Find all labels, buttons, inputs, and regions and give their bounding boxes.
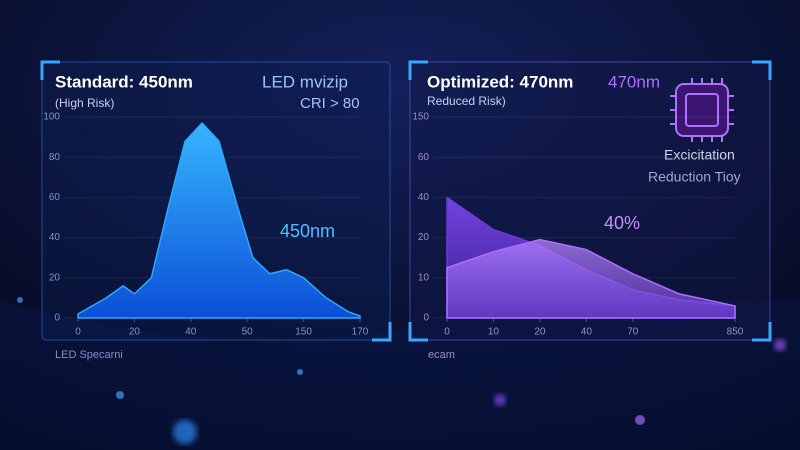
x-tick-label: 50 [242, 327, 254, 338]
y-tick-label: 100 [43, 112, 60, 123]
particle-wave [0, 297, 800, 450]
x-tick-label: 170 [352, 327, 369, 338]
y-tick-label: 40 [418, 192, 430, 203]
y-tick-label: 60 [418, 152, 430, 163]
y-tick-label: 0 [423, 313, 429, 324]
area [446, 238, 736, 319]
y-tick-label: 0 [54, 313, 60, 324]
panel-corner [408, 60, 772, 342]
chart-subtitle: Reduced Risk) [427, 94, 506, 108]
annotation: 40% [604, 213, 640, 233]
annotation: ecam [428, 349, 455, 361]
x-tick-label: 150 [295, 327, 312, 338]
annotation: Excicitation [664, 147, 735, 163]
y-tick-label: 20 [418, 232, 430, 243]
y-tick-label: 10 [418, 272, 430, 283]
panel-corner [40, 60, 392, 342]
area [77, 122, 361, 319]
x-tick-label: 10 [488, 327, 500, 338]
chart-subtitle: (High Risk) [55, 96, 114, 110]
y-tick-label: 60 [49, 192, 61, 203]
chart-title: Standard: 450nm [55, 72, 193, 91]
y-tick-label: 80 [49, 152, 61, 163]
annotation: 450nm [280, 221, 335, 241]
x-tick-label: 40 [581, 327, 593, 338]
y-tick-label: 20 [49, 272, 61, 283]
x-tick-label: 0 [75, 327, 81, 338]
x-tick-label: 70 [627, 327, 639, 338]
x-tick-label: 0 [444, 327, 450, 338]
annotation: CRI > 80 [300, 95, 360, 112]
x-tick-label: 850 [727, 327, 744, 338]
chart-title: Optimized: 470nm [427, 72, 573, 91]
x-tick-label: 40 [185, 327, 197, 338]
y-tick-label: 40 [49, 232, 61, 243]
chip-icon [670, 78, 734, 142]
annotation: LED mvizip [262, 72, 348, 91]
y-tick-label: 150 [412, 112, 429, 123]
annotation: 470nm [608, 72, 660, 91]
x-tick-label: 20 [534, 327, 546, 338]
annotation: Reduction Tioy [648, 169, 741, 185]
x-tick-label: 20 [129, 327, 141, 338]
annotation: LED Specarni [55, 349, 123, 361]
